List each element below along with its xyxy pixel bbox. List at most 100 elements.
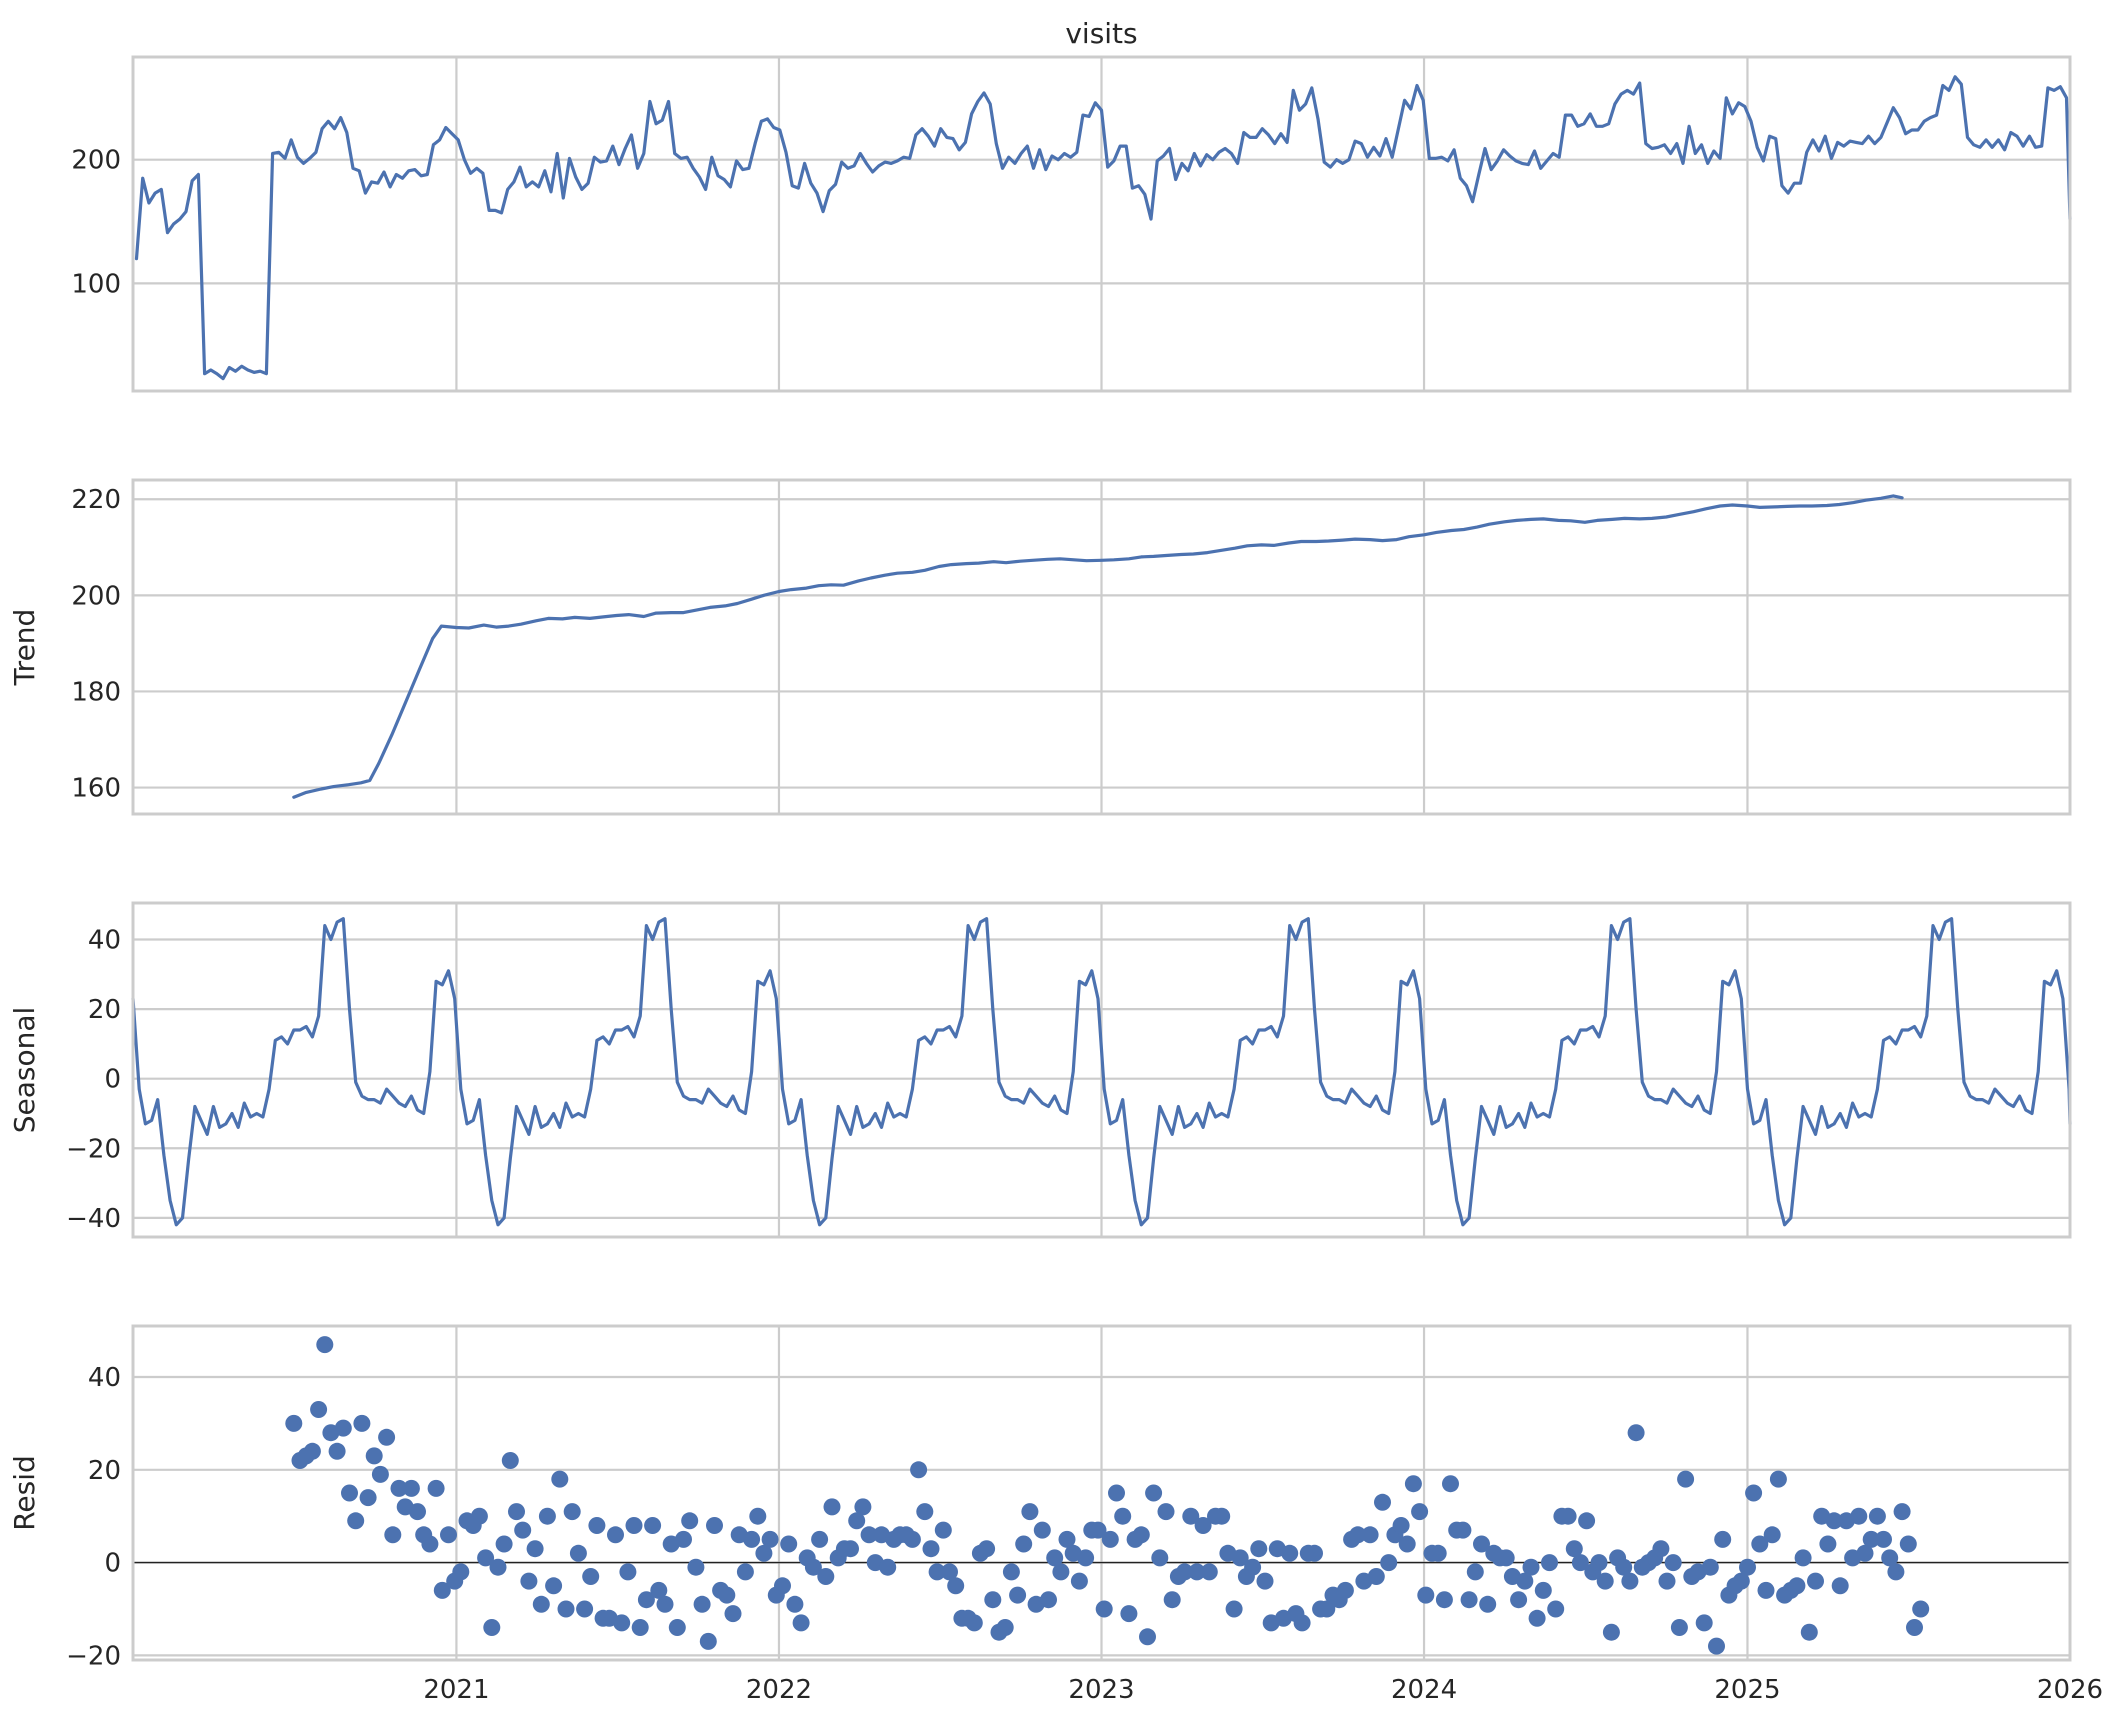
resid-point: [328, 1442, 346, 1460]
resid-point: [786, 1595, 804, 1613]
resid-point: [693, 1595, 711, 1613]
y-tick-label: 100: [71, 269, 121, 299]
resid-point: [631, 1619, 649, 1636]
y-tick-label: 180: [71, 677, 121, 707]
resid-point: [1349, 1526, 1367, 1544]
resid-point: [650, 1581, 668, 1599]
y-tick-label: 20: [88, 995, 121, 1025]
resid-point: [1374, 1493, 1391, 1511]
panel-frame: [131, 901, 2072, 1239]
y-tick-label: 0: [104, 1549, 121, 1579]
resid-point: [780, 1535, 798, 1553]
resid-point: [1497, 1549, 1515, 1567]
resid-point: [520, 1572, 538, 1590]
resid-point: [427, 1479, 445, 1497]
resid-point: [1250, 1540, 1268, 1558]
resid-point: [1077, 1549, 1095, 1567]
resid-point: [470, 1507, 488, 1525]
resid-point: [1578, 1512, 1596, 1530]
x-axis: 2021 2022 2023 2024 2025 2026: [423, 1675, 2103, 1705]
resid-point: [1114, 1507, 1132, 1525]
resid-point: [1163, 1591, 1181, 1609]
resid-point: [1052, 1563, 1070, 1581]
resid-point: [978, 1540, 996, 1558]
trend-line: [292, 494, 1904, 799]
x-tick-label-2024: 2024: [1391, 1675, 1457, 1705]
resid-point: [842, 1540, 859, 1558]
resid-point: [1819, 1535, 1837, 1553]
resid-point: [1070, 1572, 1088, 1590]
y-tick-label: 40: [88, 1363, 121, 1393]
resid-point: [1429, 1544, 1447, 1562]
resid-point: [384, 1526, 402, 1544]
resid-point: [1739, 1558, 1756, 1576]
resid-point: [1850, 1507, 1868, 1525]
resid-point: [1652, 1540, 1670, 1558]
y-axis-label: Trend: [8, 609, 41, 687]
y-tick-label: 20: [88, 1456, 121, 1486]
resid-point: [1454, 1521, 1472, 1539]
y-tick-label: −40: [66, 1204, 121, 1234]
resid-point: [1541, 1554, 1558, 1572]
resid-point: [1695, 1614, 1713, 1632]
resid-point: [910, 1461, 928, 1479]
resid-point: [440, 1526, 457, 1544]
resid-point: [1182, 1507, 1200, 1525]
resid-point: [1021, 1503, 1039, 1521]
resid-point: [817, 1568, 835, 1585]
resid-point: [1417, 1586, 1435, 1604]
y-axis-label: Resid: [8, 1455, 41, 1531]
resid-point: [421, 1535, 439, 1553]
panel-frame: [131, 478, 2072, 816]
panel-frame: [131, 1324, 2072, 1662]
resid-point: [1769, 1470, 1787, 1488]
resid-point: [1361, 1526, 1379, 1544]
resid-point: [1046, 1549, 1064, 1567]
resid-point: [532, 1595, 550, 1613]
resid-point: [285, 1414, 303, 1432]
resid-point: [433, 1581, 451, 1599]
resid-point: [1875, 1530, 1892, 1548]
resid-point: [1002, 1563, 1020, 1581]
visits-panel: 100 200 visits: [71, 17, 2072, 393]
y-tick-label: 200: [71, 146, 121, 176]
resid-point: [1306, 1544, 1323, 1562]
resid-point: [1547, 1600, 1565, 1618]
resid-point: [1411, 1503, 1429, 1521]
resid-point: [483, 1619, 501, 1636]
resid-point: [1763, 1526, 1781, 1544]
resid-point: [334, 1419, 352, 1437]
resid-point: [1664, 1554, 1682, 1572]
resid-point: [613, 1614, 631, 1632]
resid-point: [1466, 1563, 1484, 1581]
resid-point: [495, 1535, 513, 1553]
resid-point: [625, 1517, 643, 1534]
resid-point: [1714, 1530, 1732, 1548]
resid-point: [557, 1600, 575, 1618]
x-tick-label-2021: 2021: [423, 1675, 489, 1705]
resid-point: [736, 1563, 754, 1581]
resid-point: [1293, 1614, 1311, 1632]
resid-point: [743, 1530, 761, 1548]
resid-point: [724, 1605, 742, 1623]
resid-point: [526, 1540, 544, 1558]
resid-point: [1318, 1600, 1336, 1618]
resid-point: [1621, 1572, 1639, 1590]
resid-point: [1615, 1558, 1633, 1576]
resid-point: [1435, 1591, 1453, 1609]
resid-point: [563, 1503, 581, 1521]
resid-point: [551, 1470, 569, 1488]
resid-point: [452, 1563, 470, 1581]
resid-point: [1015, 1535, 1033, 1553]
y-tick-label: 220: [71, 485, 121, 515]
resid-point: [996, 1619, 1014, 1636]
resid-point: [1800, 1623, 1818, 1641]
y-axis-label: Seasonal: [8, 1007, 41, 1134]
resid-point: [1108, 1484, 1125, 1502]
trend-panel: 160 180 200 220 Trend: [8, 478, 2072, 816]
resid-point: [582, 1568, 600, 1585]
resid-point: [774, 1577, 791, 1595]
resid-point: [1807, 1572, 1824, 1590]
resid-point: [848, 1512, 866, 1530]
resid-point: [1392, 1517, 1410, 1534]
